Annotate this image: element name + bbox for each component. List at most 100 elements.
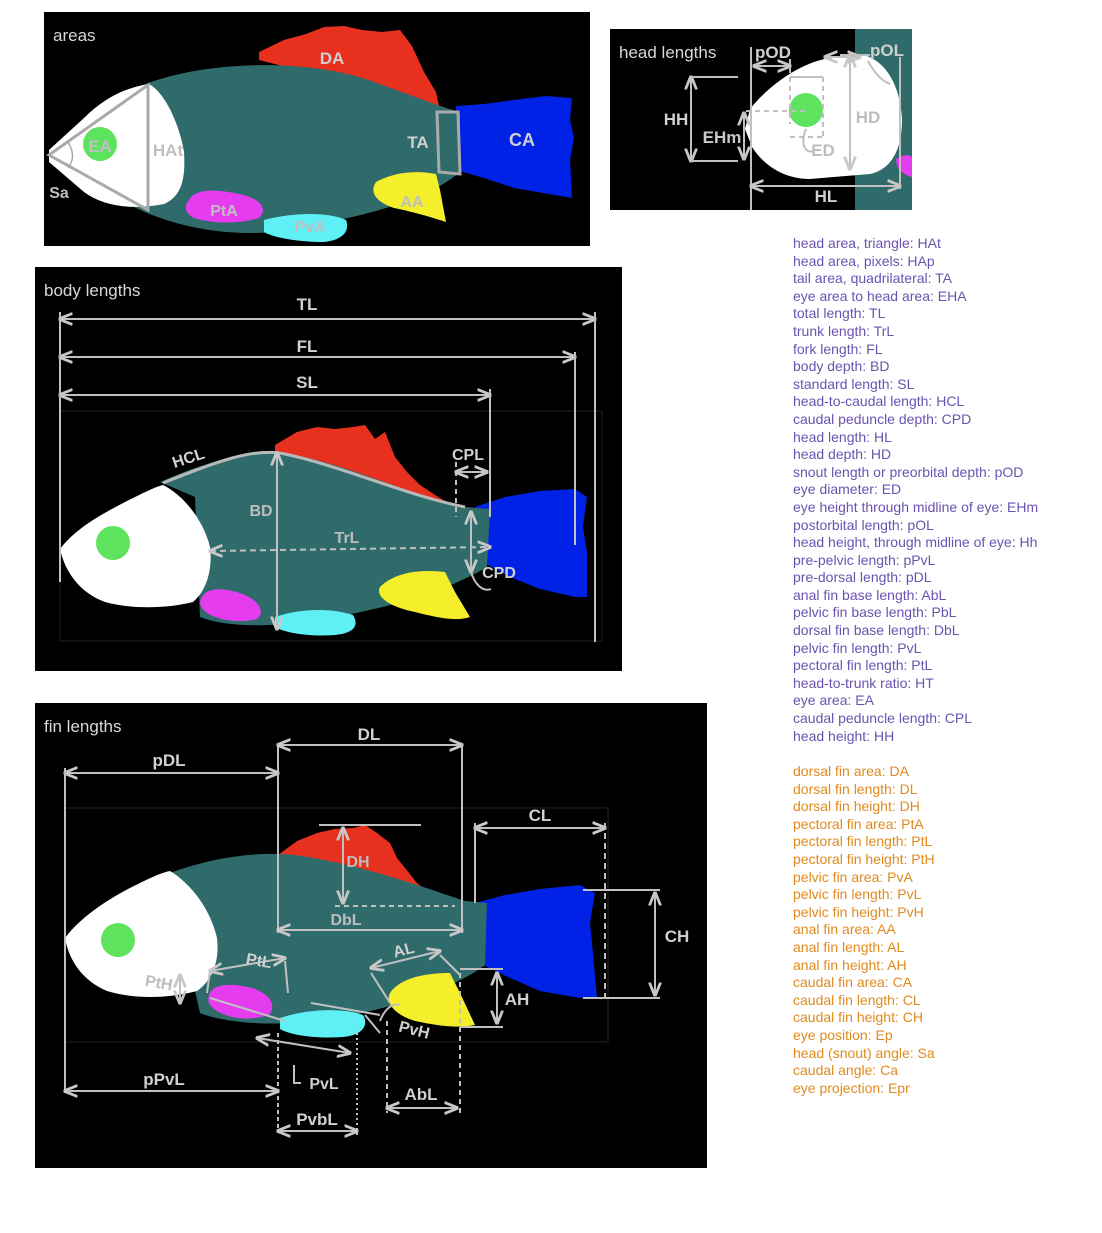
legend-item: body depth: BD [793,358,890,375]
label-pPvL: pPvL [143,1070,185,1089]
legend-item: eye position: Ep [793,1026,893,1043]
legend-item: pre-pelvic length: pPvL [793,551,936,568]
areas-panel-title: areas [53,26,96,45]
label-DL: DL [358,725,381,744]
legend-item: head-to-trunk ratio: HT [793,674,934,691]
legend-item: pelvic fin length: PvL [793,639,922,656]
AL-line [371,951,440,968]
body-lengths-panel-title: body lengths [44,281,141,300]
body-caudal-fin [475,489,587,597]
AL-boundaries [370,954,461,1004]
measurements-legend: head area, triangle: HAt head area, pixel… [793,235,1038,745]
label-PtH: PtH [144,973,174,995]
body-anal-fin [379,570,470,620]
legend-item: anal fin length: AL [793,938,905,955]
legend-item: anal fin height: AH [793,956,907,973]
legend-item: anal fin base length: AbL [793,586,947,603]
label-PtA: PtA [210,203,238,220]
PvH-line [364,1014,381,1034]
legend-item: eye diameter: ED [793,481,902,498]
label-AH: AH [505,990,530,1009]
legend-item: head height, through midline of eye: Hh [793,534,1038,551]
label-CA: CA [509,130,535,150]
legend-item: caudal angle: Ca [793,1062,899,1079]
legend-item: head (snout) angle: Sa [793,1044,935,1061]
legend-item: snout length or preorbital depth: pOD [793,463,1024,480]
legend-item: pelvic fin area: PvA [793,868,913,885]
legend-item: trunk length: TrL [793,322,895,339]
label-FL: FL [297,337,318,356]
label-HD: HD [856,108,881,127]
fin-lengths-panel-title: fin lengths [44,717,122,736]
label-AbL: AbL [404,1085,437,1104]
label-PtL: PtL [245,951,274,972]
legend-item: dorsal fin base length: DbL [793,622,960,639]
legend-item: pelvic fin base length: PbL [793,604,957,621]
legend-item: dorsal fin length: DL [793,780,918,797]
legend-item: pectoral fin height: PtH [793,850,935,867]
legend-item: head area, triangle: HAt [793,235,941,251]
legend-item: caudal peduncle depth: CPD [793,410,972,427]
label-HH: HH [664,110,689,129]
legend-item: caudal fin area: CA [793,974,913,991]
legend-item: pectoral fin length: PtL [793,657,933,674]
body-lengths-panel: body lengths TL FL SL HCL [35,267,622,671]
label-pOD: pOD [755,43,791,62]
head-lengths-panel-title: head lengths [619,43,717,62]
label-DbL: DbL [330,912,361,929]
eye [83,127,117,161]
PvL-pointer [293,1065,301,1084]
fin-pelvic-fin [280,1010,366,1038]
label-PvL: PvL [309,1076,339,1093]
label-CH: CH [665,927,690,946]
legend-item: anal fin area: AA [793,921,896,938]
label-pOL: pOL [870,41,904,60]
label-SL: SL [296,373,318,392]
legend-item: postorbital length: pOL [793,516,934,533]
label-CPD: CPD [482,565,516,582]
snout-angle-arc [67,141,74,169]
label-BD: BD [249,503,272,520]
dorsal-fin [259,26,440,110]
fin-anal-fin [388,973,475,1027]
legend-item: head depth: HD [793,446,892,463]
pectoral-fin [185,190,263,223]
PvH-pointer [379,1003,401,1022]
legend-item: eye projection: Epr [793,1079,910,1096]
label-CL: CL [529,806,552,825]
body-pelvic-fin [275,610,356,636]
PtL-lower-edge [209,997,286,1022]
CPD-pointer [470,571,492,591]
head-area-triangle [46,82,150,213]
caudal-fin [456,96,574,198]
body-pectoral-fin [200,589,261,621]
areas-panel: areas DA EA HAt TA CA Sa PtA PvA AA [44,12,590,246]
label-HL: HL [815,187,838,206]
label-TrL: TrL [335,530,360,547]
head-lengths-diagram: pOD pOL HH EHm HD ED HL [664,29,912,210]
PvL-line [257,1038,350,1053]
legend-item: pelvic fin length: PvL [793,886,922,903]
legend-item: head area, pixels: HAp [793,252,935,269]
fin-measurements-legend: dorsal fin area: DA dorsal fin length: DL… [793,763,935,1097]
legend-item: head height: HH [793,727,895,744]
legend-item: fork length: FL [793,340,883,357]
HCL-curve [162,450,466,509]
areas-diagram: DA EA HAt TA CA Sa PtA PvA AA [46,26,574,242]
legend-item: dorsal fin height: DH [793,798,920,815]
fin-caudal-fin [475,885,597,998]
PtL-boundaries [206,960,289,994]
fin-pectoral-fin [208,984,273,1019]
fin-lengths-panel: fin lengths [35,703,707,1168]
head-lengths-panel: head lengths pOD pOL HH E [610,29,912,210]
legend-item: caudal fin height: CH [793,1009,923,1026]
legend-item: caudal peduncle length: CPL [793,710,973,727]
legend-item: eye area to head area: EHA [793,287,967,304]
fin-eye [101,923,135,957]
body-head [60,485,211,608]
label-TL: TL [297,295,318,314]
label-EHm: EHm [703,128,742,147]
body-eye [96,526,130,560]
label-PvA: PvA [294,219,326,236]
head-eye [789,93,823,127]
